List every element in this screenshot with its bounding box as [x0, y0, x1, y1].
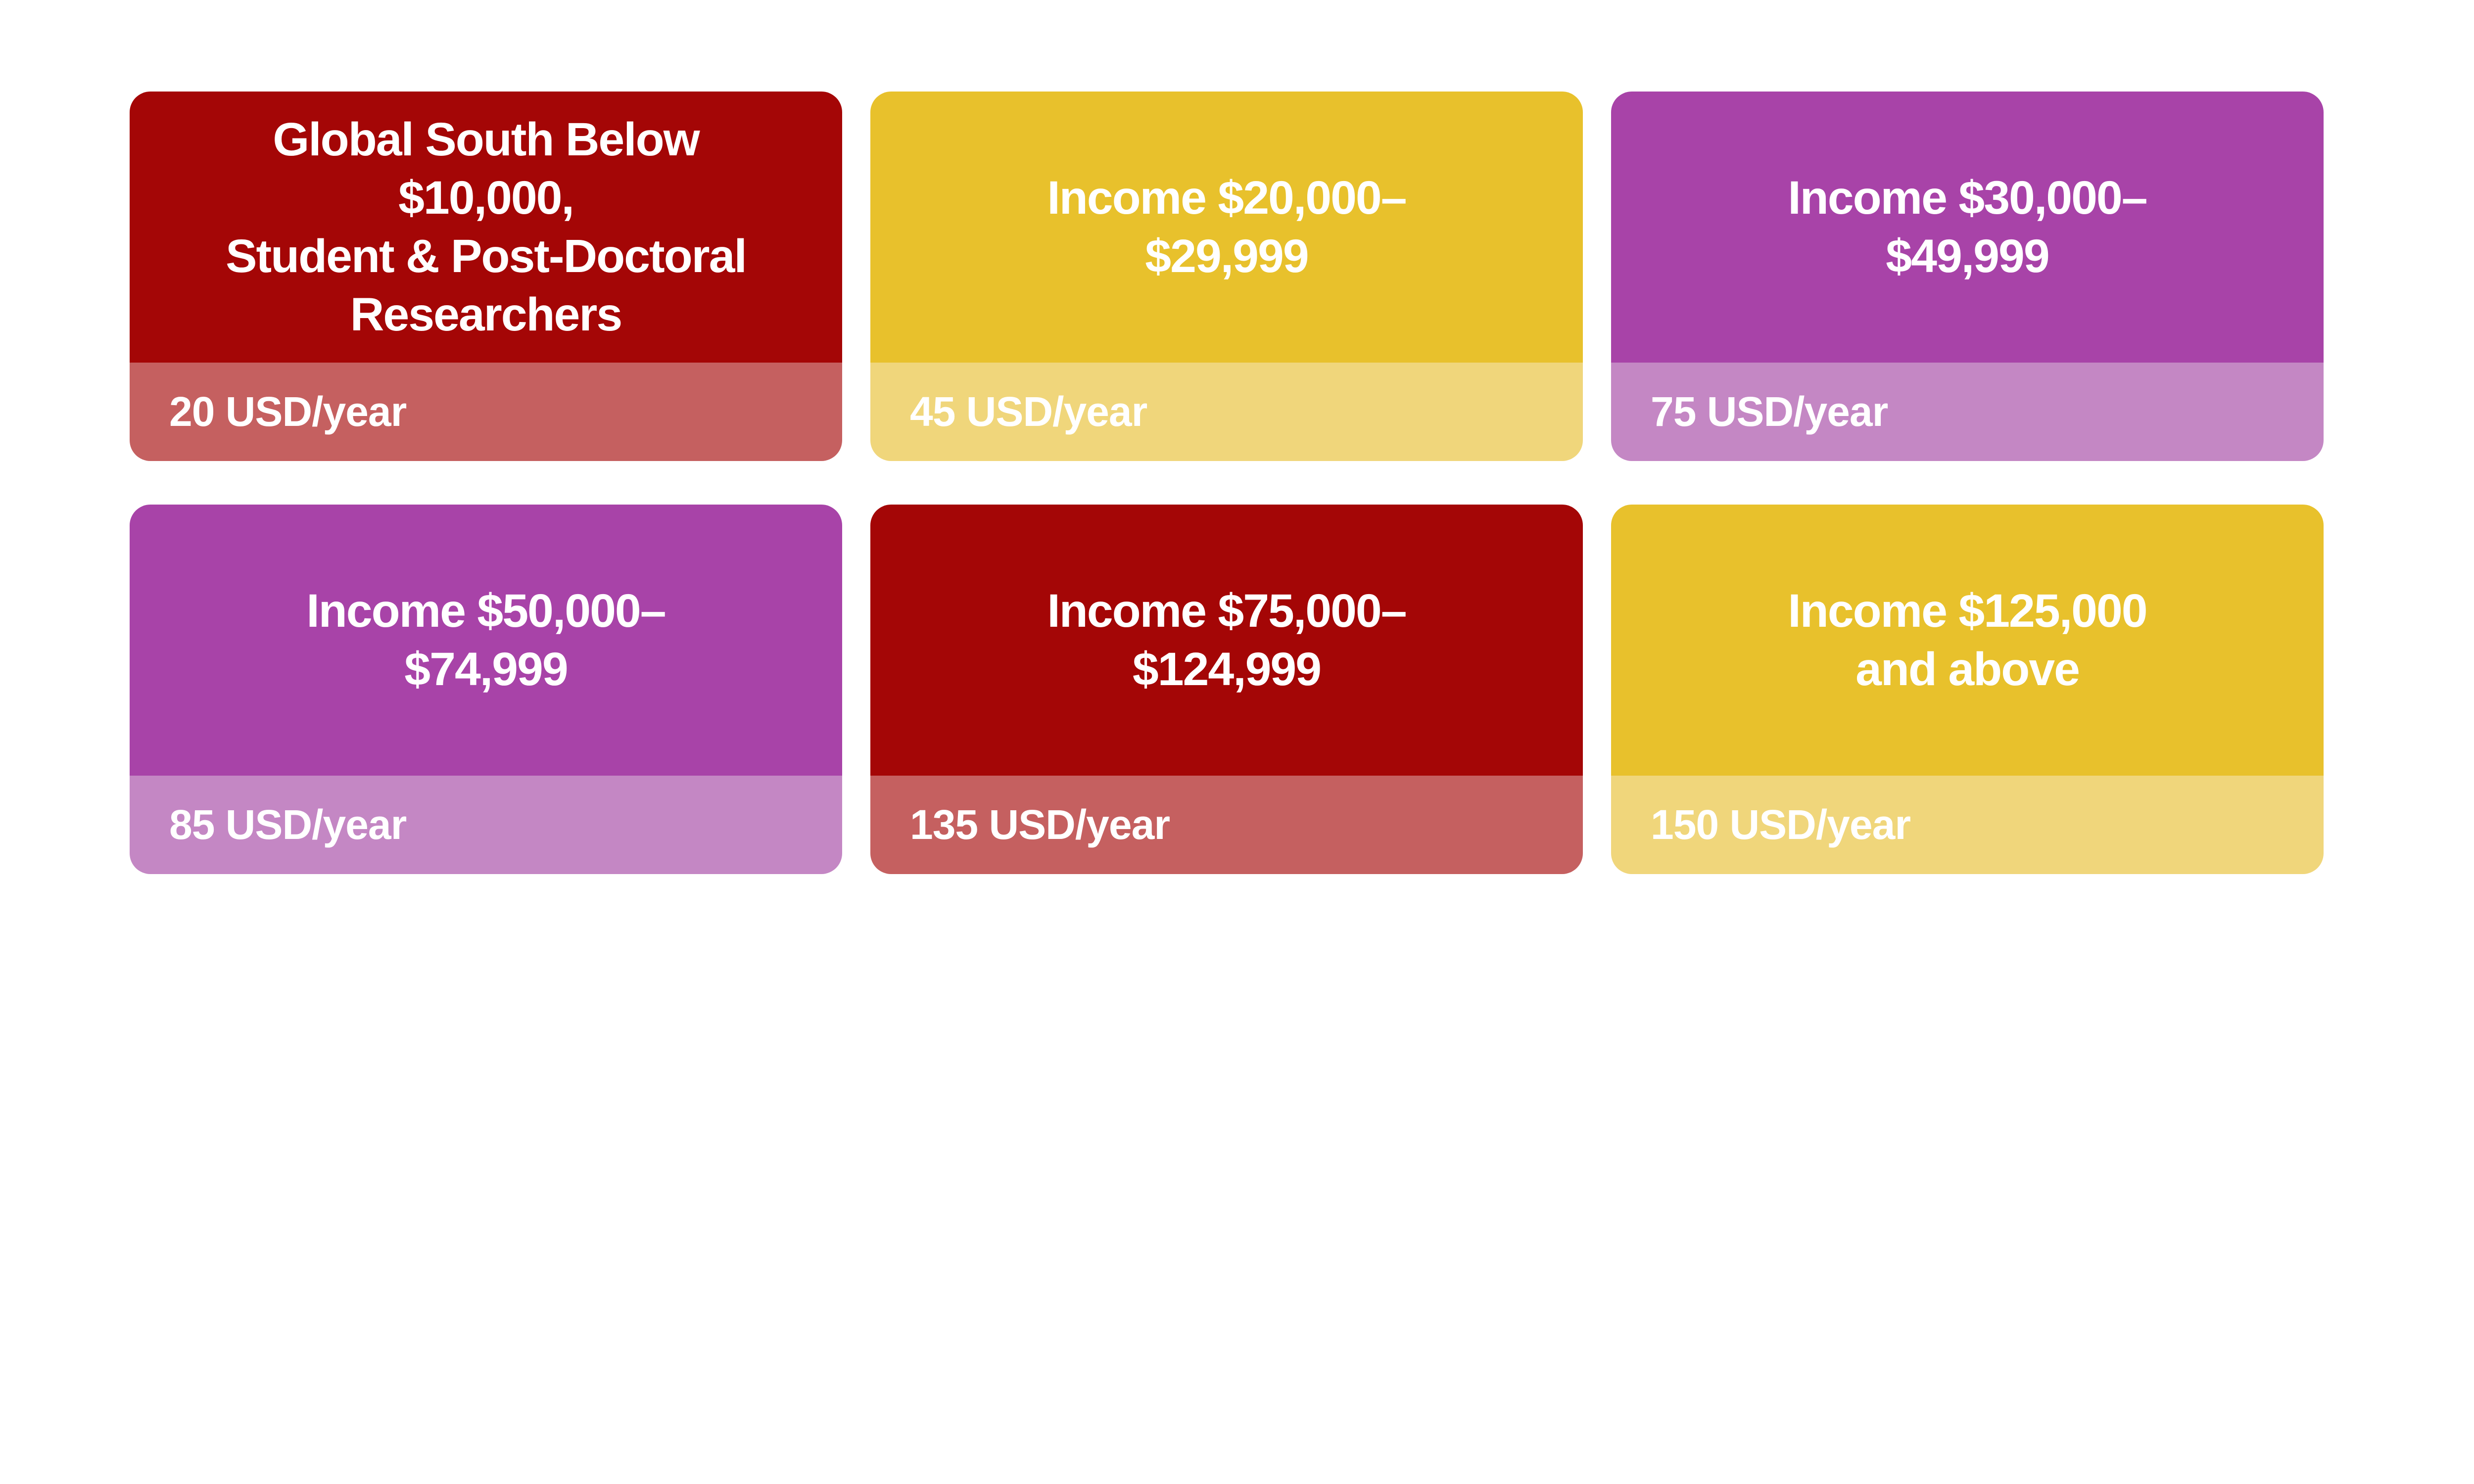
card-header: Income $20,000– $29,999 [870, 92, 1583, 363]
card-header: Global South Below $10,000, Student & Po… [130, 92, 842, 363]
card-title-line: Student & Post-Doctoral [226, 230, 747, 282]
pricing-card-income-75k-124k[interactable]: Income $75,000– $124,999 135 USD/year [870, 505, 1583, 874]
pricing-grid: Global South Below $10,000, Student & Po… [130, 92, 2324, 874]
price-label: 150 USD/year [1651, 801, 1911, 848]
card-price-band: 20 USD/year [130, 363, 842, 461]
card-title-line: $74,999 [404, 643, 568, 696]
card-title-line: Income $125,000 [1788, 585, 2147, 637]
card-header: Income $30,000– $49,999 [1611, 92, 2324, 363]
price-label: 135 USD/year [910, 801, 1170, 848]
card-price-band: 135 USD/year [870, 776, 1583, 874]
card-title-line: Global South Below [273, 113, 700, 166]
pricing-card-income-30k-49k[interactable]: Income $30,000– $49,999 75 USD/year [1611, 92, 2324, 461]
card-price-band: 150 USD/year [1611, 776, 2324, 874]
card-header: Income $50,000– $74,999 [130, 505, 842, 776]
card-title-line: Income $30,000– [1788, 172, 2147, 224]
card-title: Income $75,000– $124,999 [1047, 582, 1407, 698]
pricing-card-income-125k-above[interactable]: Income $125,000 and above 150 USD/year [1611, 505, 2324, 874]
card-header: Income $125,000 and above [1611, 505, 2324, 776]
card-title-line: Researchers [350, 288, 622, 341]
card-price-band: 75 USD/year [1611, 363, 2324, 461]
card-title-line: $29,999 [1145, 230, 1309, 282]
card-header: Income $75,000– $124,999 [870, 505, 1583, 776]
card-title-line: $124,999 [1132, 643, 1322, 696]
card-title-line: Income $20,000– [1047, 172, 1407, 224]
card-title-line: $49,999 [1886, 230, 2049, 282]
card-title: Income $20,000– $29,999 [1047, 169, 1407, 285]
card-title: Income $125,000 and above [1788, 582, 2147, 698]
card-title: Income $30,000– $49,999 [1788, 169, 2147, 285]
card-price-band: 45 USD/year [870, 363, 1583, 461]
price-label: 20 USD/year [169, 388, 407, 435]
card-title-line: Income $50,000– [306, 585, 666, 637]
card-title-line: Income $75,000– [1047, 585, 1407, 637]
pricing-card-income-20k-29k[interactable]: Income $20,000– $29,999 45 USD/year [870, 92, 1583, 461]
price-label: 45 USD/year [910, 388, 1147, 435]
pricing-card-global-south-student[interactable]: Global South Below $10,000, Student & Po… [130, 92, 842, 461]
card-title: Income $50,000– $74,999 [306, 582, 666, 698]
pricing-card-income-50k-74k[interactable]: Income $50,000– $74,999 85 USD/year [130, 505, 842, 874]
card-price-band: 85 USD/year [130, 776, 842, 874]
card-title: Global South Below $10,000, Student & Po… [226, 110, 747, 344]
card-title-line: and above [1856, 643, 2080, 696]
price-label: 85 USD/year [169, 801, 407, 848]
card-title-line: $10,000, [398, 172, 574, 224]
price-label: 75 USD/year [1651, 388, 1888, 435]
